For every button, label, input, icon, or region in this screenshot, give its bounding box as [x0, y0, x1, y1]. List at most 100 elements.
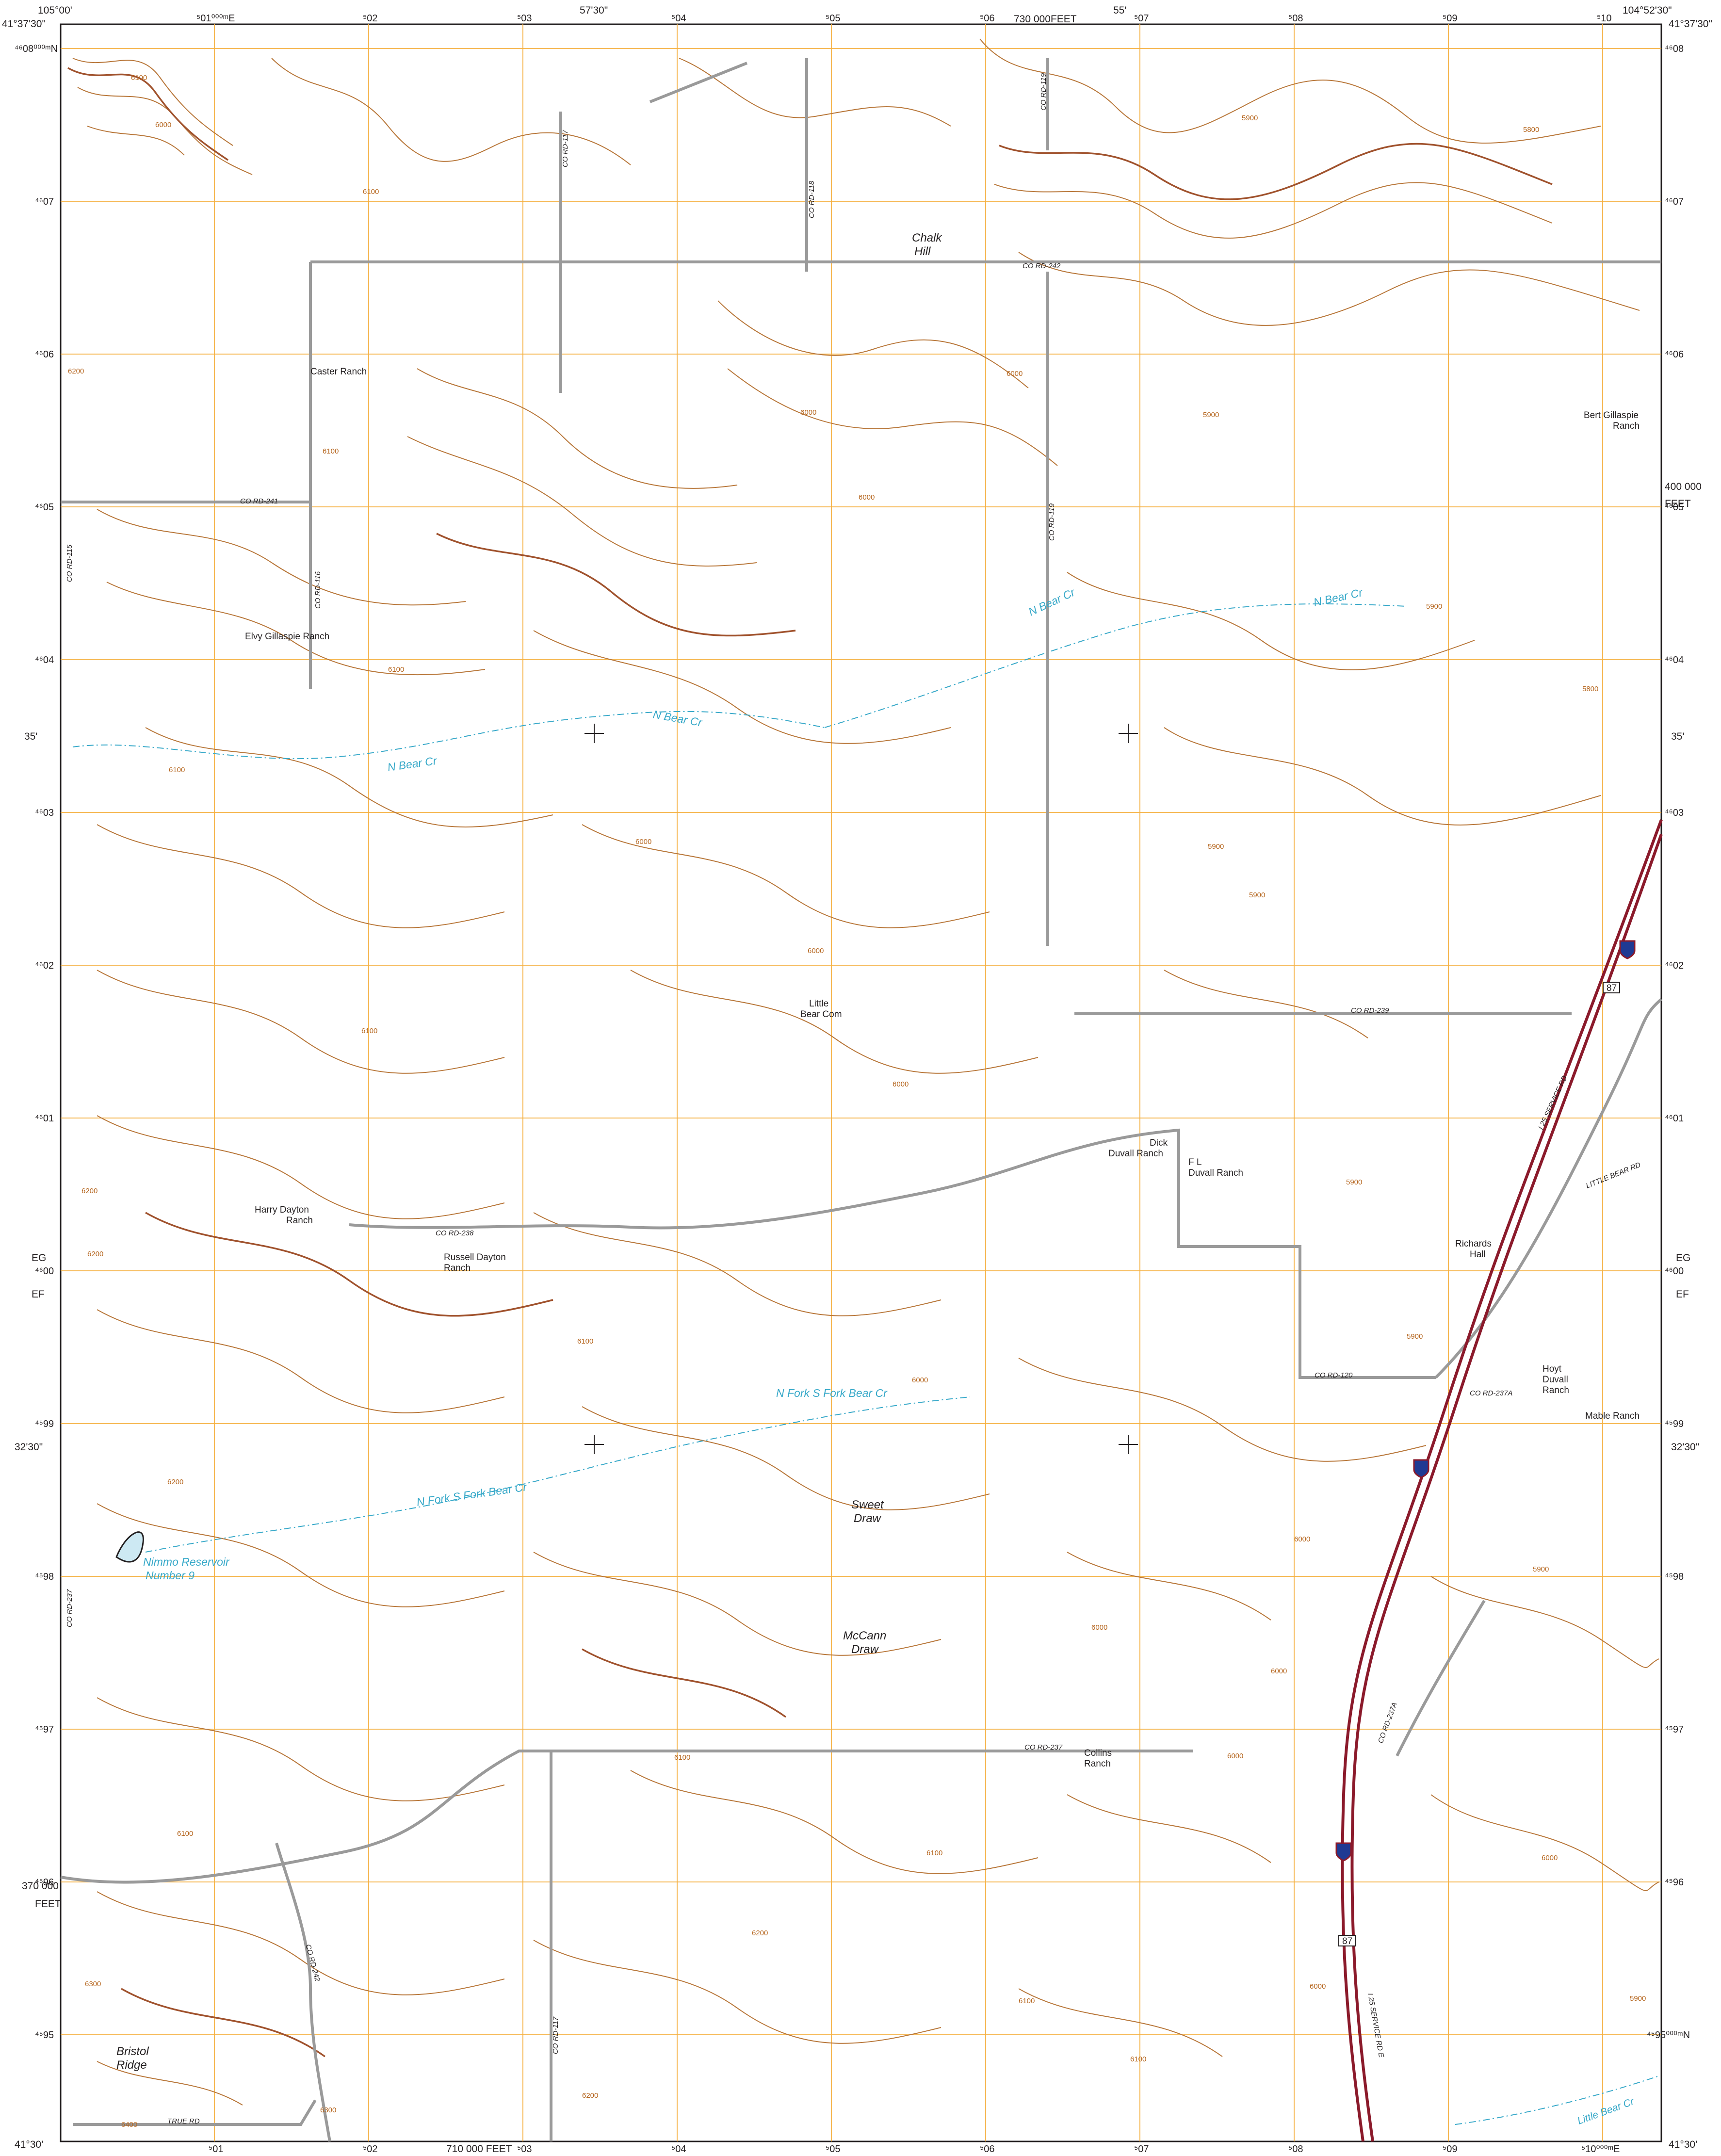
contour-label: 6200 — [752, 1929, 768, 1937]
easting-bottom: ⁵03 — [517, 2144, 532, 2155]
collins-ranch-label: Collins Ranch — [1084, 1748, 1112, 1769]
northing-right: ⁴⁶05 — [1665, 502, 1684, 513]
contour-label: 5900 — [1346, 1178, 1362, 1186]
road-label: CO RD-120 — [1315, 1371, 1353, 1379]
bottom-left-lat: 41°30' — [15, 2139, 43, 2150]
easting-top: ⁵05 — [826, 13, 841, 24]
road-label: CO RD-239 — [1351, 1006, 1389, 1015]
northing-right: ⁴⁶04 — [1665, 655, 1684, 665]
northing-left: ⁴⁶03 — [35, 808, 54, 818]
road-label: CO RD-242 — [1023, 262, 1061, 270]
easting-bottom: ⁵02 — [363, 2144, 378, 2155]
contour-lines — [72, 38, 1659, 2106]
contour-label: 6000 — [155, 121, 171, 129]
i25-shield-icon — [1413, 1459, 1429, 1478]
contour-label: 6200 — [68, 367, 84, 375]
right-tick-label: FEET — [1665, 498, 1691, 509]
top-left-lat: 41°37'30" — [2, 18, 46, 30]
easting-top: ⁵02 — [363, 13, 378, 24]
lat-lon-crosses — [584, 724, 1138, 1454]
mccann-draw-label: McCann Draw — [843, 1629, 886, 1656]
northing-left: ⁴⁶04 — [35, 655, 54, 665]
top-right-lat: 41°37'30" — [1669, 18, 1712, 30]
bristol-ridge-label: Bristol Ridge — [116, 2045, 149, 2072]
right-tick-label: EF — [1676, 1289, 1689, 1300]
utm-grid — [61, 24, 1661, 2141]
contour-label: 5900 — [1426, 602, 1442, 611]
margin-corner-labels: 105°00' 104°52'30" 41°37'30" 41°37'30" 4… — [2, 5, 1712, 2150]
road-label: CO RD-119 — [1039, 73, 1048, 111]
contour-label: 6000 — [1294, 1535, 1310, 1543]
northing-left: ⁴⁶01 — [35, 1113, 54, 1124]
easting-bottom: ⁵05 — [826, 2144, 841, 2155]
contour-label: 5900 — [1630, 1994, 1646, 2003]
northing-right: ⁴⁶00 — [1665, 1266, 1684, 1277]
top-left-lon: 105°00' — [38, 5, 72, 16]
dick-duvall-ranch-label: Dick Duvall Ranch — [1108, 1138, 1168, 1159]
easting-top: ⁵03 — [517, 13, 532, 24]
top-right-lon: 104°52'30" — [1623, 5, 1672, 16]
road-label: TRUE RD — [167, 2117, 200, 2125]
easting-bottom: ⁵06 — [980, 2144, 995, 2155]
northing-labels: ⁴⁶08⁰⁰⁰ᵐN ⁴⁶07 ⁴⁶06 ⁴⁶05 ⁴⁶04 ⁴⁶03 ⁴⁶02 … — [15, 44, 1690, 2041]
contour-label: 6300 — [85, 1980, 101, 1988]
contour-label: 6000 — [1091, 1623, 1107, 1632]
contour-label: 5900 — [1203, 411, 1219, 419]
sweet-draw-label: Sweet Draw — [851, 1498, 884, 1525]
left-tick-label: EF — [32, 1289, 45, 1300]
top-tick-label: 57'30" — [580, 5, 608, 16]
contour-label: 6000 — [635, 838, 651, 846]
contour-label: 6000 — [1227, 1752, 1243, 1760]
road-label: CO RD-117 — [561, 130, 569, 167]
easting-top: ⁵01⁰⁰⁰ᵐE — [196, 13, 235, 24]
contour-label: 5900 — [1533, 1565, 1549, 1573]
russell-dayton-ranch-label: Russell Dayton Ranch — [444, 1252, 506, 1273]
right-tick-label: 400 000 — [1665, 481, 1702, 492]
easting-bottom: ⁵01 — [209, 2144, 224, 2155]
road-label: CO RD-237 — [1024, 1743, 1063, 1751]
index-contours — [67, 67, 1553, 2058]
contour-label: 6000 — [1542, 1854, 1558, 1862]
route-shields: 87 87 — [1335, 940, 1636, 1946]
contour-label: 6200 — [167, 1478, 183, 1486]
easting-labels: ⁵01⁰⁰⁰ᵐE ⁵02 ⁵03 ⁵04 ⁵05 ⁵06 ⁵07 ⁵08 ⁵09… — [196, 13, 1620, 2155]
northing-left: ⁴⁶06 — [35, 349, 54, 360]
road-label: CO RD-241 — [240, 497, 278, 505]
nimmo-reservoir-shape — [115, 1531, 144, 1563]
left-tick-label: FEET — [35, 1898, 61, 1910]
us87-shield-icon — [1338, 1935, 1356, 1946]
contour-label: 6100 — [1130, 2055, 1146, 2063]
northing-left: ⁴⁵98 — [35, 1572, 54, 1582]
contour-label: 5800 — [1582, 685, 1598, 693]
margin-tick-labels: 57'30" 55' 730 000FEET 710 000 FEET 35' … — [15, 5, 1702, 2155]
easting-bottom: ⁵04 — [671, 2144, 686, 2155]
harry-dayton-ranch-label: Harry Dayton Ranch — [255, 1205, 313, 1226]
right-tick-label: 32'30" — [1671, 1442, 1699, 1453]
road-label: CO RD-117 — [552, 2016, 560, 2054]
northing-right: ⁴⁶02 — [1665, 960, 1684, 971]
northing-left: ⁴⁵95 — [35, 2030, 54, 2041]
road-label: CO RD-238 — [436, 1229, 474, 1237]
northing-right: ⁴⁶07 — [1665, 196, 1684, 207]
right-tick-label: 35' — [1671, 731, 1684, 742]
mable-ranch-label: Mable Ranch — [1585, 1411, 1640, 1421]
contour-label: 6100 — [926, 1849, 942, 1857]
easting-bottom: ⁵08 — [1288, 2144, 1303, 2155]
northing-right: ⁴⁶08 — [1665, 44, 1684, 54]
contour-label: 6100 — [388, 665, 404, 674]
contour-label: 6000 — [800, 408, 816, 417]
northing-right: ⁴⁵97 — [1665, 1724, 1684, 1735]
contour-label: 5900 — [1242, 114, 1258, 122]
contour-label: 6100 — [323, 447, 339, 455]
easting-top: ⁵04 — [671, 13, 686, 24]
place-names: Chalk Hill Caster Ranch Bert Gillaspie Ran… — [116, 231, 1640, 2072]
road-label: CO RD-237A — [1470, 1389, 1512, 1397]
easting-bottom: ⁵10⁰⁰⁰ᵐE — [1581, 2144, 1620, 2155]
contour-label: 6000 — [912, 1376, 928, 1384]
nf-sf-bear-cr-label: N Fork S Fork Bear Cr — [776, 1387, 888, 1399]
northing-left: ⁴⁶05 — [35, 502, 54, 513]
contour-label: 6000 — [893, 1080, 909, 1088]
northing-left: ⁴⁶07 — [35, 196, 54, 207]
northing-left: ⁴⁵97 — [35, 1724, 54, 1735]
